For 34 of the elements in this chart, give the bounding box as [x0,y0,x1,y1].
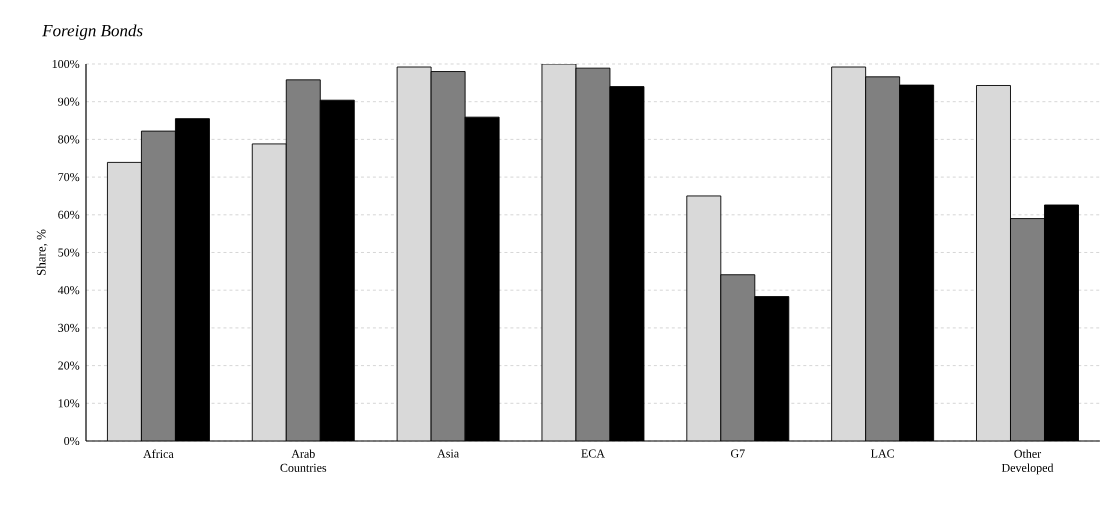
x-tick-label: Arab Countries [280,449,327,472]
y-tick-label: 60% [58,210,80,219]
y-tick-label: 90% [58,97,80,106]
y-tick-label: 0% [64,436,80,446]
y-tick-label: 80% [58,135,80,144]
bar [976,85,1011,441]
bar [1010,218,1045,441]
bar [107,162,142,441]
y-tick-label: 50% [58,248,80,257]
x-tick-label: LAC [870,449,894,458]
x-tick-label: Asia [437,449,459,458]
x-tick-label: G7 [730,449,745,458]
bar [720,274,755,441]
bar [541,64,576,441]
bar [865,76,900,441]
bar [575,68,610,441]
bar [831,67,866,441]
y-tick-label: 20% [58,361,80,370]
x-tick-label: Other Developed [1001,449,1054,475]
x-tick-label: ECA [581,449,605,458]
y-tick-label: 10% [58,399,80,408]
y-tick-label: 100% [52,59,80,69]
y-tick-label: 70% [58,173,80,182]
bar [252,143,287,441]
y-axis-title: Share, % [36,229,48,276]
bar [141,131,176,441]
y-tick-label: 40% [57,286,80,295]
chart-title: Foreign Bonds [42,24,143,40]
y-tick-label: 30% [58,323,80,332]
bar [431,71,466,441]
bar [397,67,432,441]
bar [686,195,721,441]
bar [286,79,321,441]
x-tick-label: Africa [143,449,174,459]
